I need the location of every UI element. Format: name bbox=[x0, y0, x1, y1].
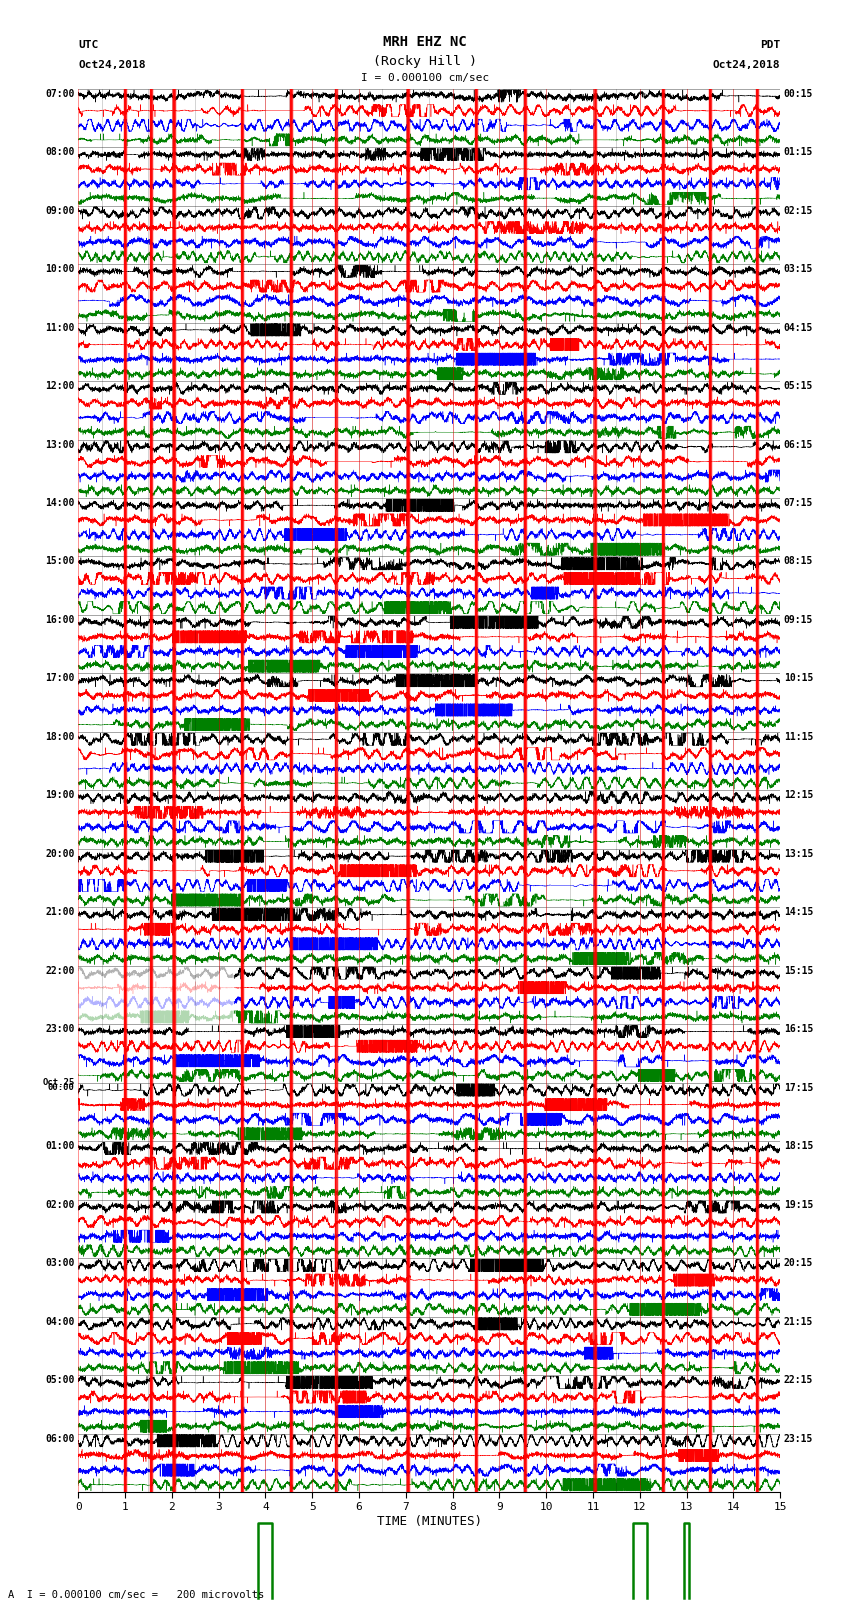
Text: 18:15: 18:15 bbox=[784, 1142, 813, 1152]
Bar bbox=[150, 89, 151, 1492]
Text: 14:15: 14:15 bbox=[784, 907, 813, 918]
Text: 21:15: 21:15 bbox=[784, 1316, 813, 1326]
Text: 16:00: 16:00 bbox=[45, 615, 75, 624]
Text: 15:00: 15:00 bbox=[45, 556, 75, 566]
Text: 22:00: 22:00 bbox=[45, 966, 75, 976]
Text: 06:00: 06:00 bbox=[45, 1434, 75, 1444]
Text: 19:00: 19:00 bbox=[45, 790, 75, 800]
Text: 07:15: 07:15 bbox=[784, 498, 813, 508]
Bar bbox=[662, 89, 664, 1492]
Bar bbox=[291, 89, 292, 1492]
Text: 00:15: 00:15 bbox=[784, 89, 813, 98]
Bar bbox=[124, 89, 126, 1492]
Bar bbox=[407, 89, 409, 1492]
Text: 17:15: 17:15 bbox=[784, 1082, 813, 1092]
Bar bbox=[524, 89, 526, 1492]
Bar bbox=[173, 89, 175, 1492]
Text: 01:15: 01:15 bbox=[784, 147, 813, 156]
Text: 06:15: 06:15 bbox=[784, 440, 813, 450]
Bar bbox=[241, 89, 243, 1492]
Text: 20:00: 20:00 bbox=[45, 848, 75, 858]
Text: 19:15: 19:15 bbox=[784, 1200, 813, 1210]
Text: Oct24,2018: Oct24,2018 bbox=[713, 60, 780, 69]
Text: 02:15: 02:15 bbox=[784, 206, 813, 216]
Text: 23:15: 23:15 bbox=[784, 1434, 813, 1444]
Text: 08:15: 08:15 bbox=[784, 556, 813, 566]
Text: 15:15: 15:15 bbox=[784, 966, 813, 976]
Text: 12:15: 12:15 bbox=[784, 790, 813, 800]
Text: Oct.25: Oct.25 bbox=[42, 1077, 75, 1087]
X-axis label: TIME (MINUTES): TIME (MINUTES) bbox=[377, 1515, 482, 1528]
Text: 00:00: 00:00 bbox=[48, 1082, 75, 1092]
Text: 14:00: 14:00 bbox=[45, 498, 75, 508]
Text: 08:00: 08:00 bbox=[45, 147, 75, 156]
Text: UTC: UTC bbox=[78, 40, 99, 50]
Bar bbox=[756, 89, 757, 1492]
Text: 12:00: 12:00 bbox=[45, 381, 75, 390]
Text: 09:15: 09:15 bbox=[784, 615, 813, 624]
Text: 05:00: 05:00 bbox=[45, 1374, 75, 1386]
Bar bbox=[594, 89, 596, 1492]
Text: 18:00: 18:00 bbox=[45, 732, 75, 742]
Text: MRH EHZ NC: MRH EHZ NC bbox=[383, 35, 467, 50]
Text: 10:00: 10:00 bbox=[45, 265, 75, 274]
Text: 04:00: 04:00 bbox=[45, 1316, 75, 1326]
Text: 16:15: 16:15 bbox=[784, 1024, 813, 1034]
Text: 11:00: 11:00 bbox=[45, 323, 75, 332]
Text: 11:15: 11:15 bbox=[784, 732, 813, 742]
Text: A  I = 0.000100 cm/sec =   200 microvolts: A I = 0.000100 cm/sec = 200 microvolts bbox=[8, 1590, 264, 1600]
Bar bbox=[475, 89, 477, 1492]
Text: 20:15: 20:15 bbox=[784, 1258, 813, 1268]
Text: PDT: PDT bbox=[760, 40, 780, 50]
Text: 02:00: 02:00 bbox=[45, 1200, 75, 1210]
Text: 04:15: 04:15 bbox=[784, 323, 813, 332]
Text: 09:00: 09:00 bbox=[45, 206, 75, 216]
Text: Oct24,2018: Oct24,2018 bbox=[78, 60, 145, 69]
Text: 13:00: 13:00 bbox=[45, 440, 75, 450]
Text: 05:15: 05:15 bbox=[784, 381, 813, 390]
Text: 01:00: 01:00 bbox=[45, 1142, 75, 1152]
Text: 03:00: 03:00 bbox=[45, 1258, 75, 1268]
Bar bbox=[335, 89, 337, 1492]
Text: 17:00: 17:00 bbox=[45, 674, 75, 684]
Text: 13:15: 13:15 bbox=[784, 848, 813, 858]
Text: I = 0.000100 cm/sec: I = 0.000100 cm/sec bbox=[361, 73, 489, 82]
Text: 07:00: 07:00 bbox=[45, 89, 75, 98]
Text: 10:15: 10:15 bbox=[784, 674, 813, 684]
Text: (Rocky Hill ): (Rocky Hill ) bbox=[373, 55, 477, 68]
Text: 23:00: 23:00 bbox=[45, 1024, 75, 1034]
Text: 22:15: 22:15 bbox=[784, 1374, 813, 1386]
Text: 03:15: 03:15 bbox=[784, 265, 813, 274]
Text: 21:00: 21:00 bbox=[45, 907, 75, 918]
Bar bbox=[709, 89, 711, 1492]
